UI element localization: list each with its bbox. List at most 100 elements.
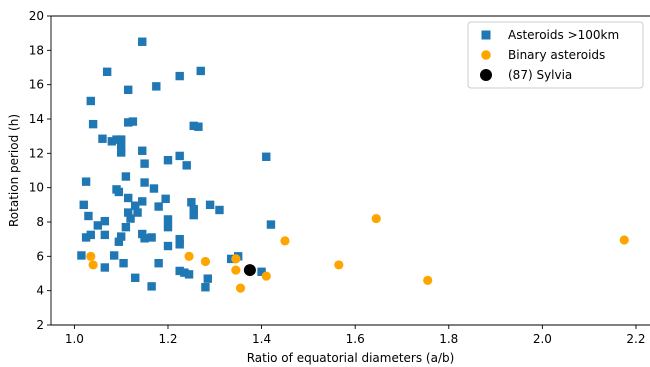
legend-marker-binary	[481, 50, 491, 60]
data-point-square	[81, 177, 91, 186]
data-point-square	[128, 117, 138, 126]
data-point-square	[140, 159, 149, 168]
data-point-square	[131, 273, 140, 282]
y-tick-label: 12	[29, 146, 44, 160]
data-point-square	[182, 161, 191, 170]
data-point-square	[133, 208, 142, 217]
data-point-square	[140, 234, 149, 243]
data-point-square	[257, 267, 266, 276]
data-point-square	[180, 268, 189, 277]
x-tick-label: 1.0	[65, 332, 84, 346]
data-point-square	[124, 85, 133, 95]
y-tick-label: 2	[36, 318, 44, 332]
data-point-binary	[184, 251, 194, 261]
x-tick-label: 1.8	[439, 332, 458, 346]
legend-entry-label: Asteroids >100km	[508, 28, 619, 42]
data-point-sylvia	[243, 264, 256, 277]
y-tick-label: 8	[36, 215, 44, 229]
data-point-square	[119, 259, 128, 268]
data-point-square	[100, 230, 110, 240]
axes	[50, 15, 650, 326]
data-point-square	[175, 240, 184, 249]
data-markers	[77, 37, 629, 293]
data-point-square	[107, 137, 117, 146]
data-point-square	[189, 210, 198, 220]
data-point-square	[163, 156, 173, 165]
data-point-binary	[334, 260, 344, 270]
data-point-square	[201, 283, 210, 292]
x-tick-label: 2.0	[533, 332, 552, 346]
data-point-square	[100, 263, 110, 272]
data-point-square	[77, 251, 86, 260]
data-point-binary	[261, 271, 271, 281]
data-point-square	[175, 234, 184, 244]
ticks: 1.0 1.2 1.4 1.6 1.8 2.0 2.2 2 4 6 8 10 12 14 16 18 20	[29, 9, 646, 346]
legend-entry-label: (87) Sylvia	[508, 68, 572, 82]
data-point-square	[86, 230, 95, 240]
data-point-square	[161, 194, 170, 204]
data-point-square	[84, 211, 93, 221]
data-point-square	[86, 96, 95, 106]
data-point-square	[226, 254, 236, 264]
data-point-square	[154, 259, 163, 268]
data-point-square	[147, 282, 156, 291]
y-tick-label: 4	[36, 284, 44, 298]
y-tick-label: 6	[36, 249, 44, 263]
data-point-square	[163, 222, 173, 232]
data-point-square	[98, 134, 107, 143]
data-point-square	[175, 151, 184, 161]
data-point-square	[138, 229, 147, 239]
data-point-square	[138, 146, 147, 155]
data-point-square	[152, 82, 161, 91]
data-point-square	[147, 233, 156, 242]
data-point-square	[205, 200, 215, 210]
data-point-square	[121, 172, 131, 181]
legend: Asteroids >100km Binary asteroids (87) Syl…	[467, 21, 644, 89]
data-point-square	[215, 205, 224, 215]
data-point-binary	[86, 251, 96, 261]
data-point-square	[203, 274, 212, 283]
x-tick-label: 1.4	[252, 332, 271, 346]
data-point-binary	[619, 235, 629, 245]
data-point-square	[163, 215, 173, 224]
data-point-square	[184, 270, 194, 279]
y-tick-label: 18	[29, 43, 44, 57]
data-point-binary	[231, 254, 241, 264]
data-point-square	[175, 266, 184, 276]
data-point-binary	[371, 213, 381, 224]
x-tick-label: 1.2	[158, 332, 177, 346]
y-tick-label: 20	[29, 9, 44, 23]
data-point-square	[121, 222, 131, 232]
legend-marker-square	[481, 30, 491, 40]
data-point-binary	[200, 256, 211, 267]
data-point-square	[88, 119, 98, 129]
data-point-square	[116, 148, 126, 157]
x-tick-label: 1.6	[346, 332, 365, 346]
data-point-square	[79, 200, 88, 210]
y-tick-label: 10	[29, 181, 44, 195]
data-point-square	[81, 233, 91, 242]
data-point-square	[93, 221, 102, 230]
data-point-square	[196, 66, 205, 76]
data-point-square	[194, 122, 203, 131]
data-point-square	[140, 178, 149, 187]
y-tick-label: 16	[29, 78, 44, 92]
data-point-square	[189, 121, 198, 131]
data-point-square	[124, 208, 133, 217]
data-point-square	[138, 197, 147, 206]
data-point-square	[114, 187, 124, 197]
data-point-square	[131, 201, 140, 210]
data-point-square	[112, 135, 121, 144]
data-point-square	[175, 71, 184, 81]
data-point-binary	[235, 283, 246, 293]
data-point-square	[154, 202, 163, 211]
data-point-square	[187, 198, 196, 207]
x-axis-label: Ratio of equatorial diameters (a/b)	[247, 351, 455, 365]
data-point-square	[163, 241, 173, 251]
data-point-binary	[88, 260, 98, 270]
legend-frame	[467, 21, 644, 89]
data-point-square	[102, 67, 112, 76]
data-point-square	[116, 232, 126, 241]
